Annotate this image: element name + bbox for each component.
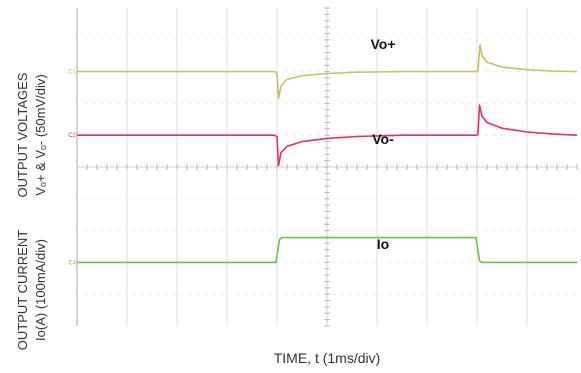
channel-marker: C2 xyxy=(68,133,76,139)
y-label-current-line1: OUTPUT CURRENT xyxy=(15,230,30,350)
x-axis-label: TIME, t (1ms/div) xyxy=(274,350,381,366)
y-label-voltage-line2: Vₒ+ & Vₒ- (50mV/div) xyxy=(33,74,48,195)
annotation-label: Vo- xyxy=(372,131,394,147)
trace-annotations: Vo+ Vo- Io xyxy=(370,36,395,252)
channel-markers: C1 C2 C4 xyxy=(68,70,76,267)
scope-traces xyxy=(77,43,578,264)
trace-vo--0 xyxy=(77,43,578,100)
channel-marker: C4 xyxy=(68,260,76,266)
y-label-voltage-line1: OUTPUT VOLTAGES xyxy=(15,72,30,197)
scope-grid xyxy=(76,7,578,327)
y-label-current-line2: Io(A) (100mA/div) xyxy=(33,239,48,341)
annotation-label: Io xyxy=(377,236,389,252)
trace-io-2 xyxy=(77,236,577,264)
channel-marker: C1 xyxy=(68,70,76,76)
annotation-label: Vo+ xyxy=(370,36,395,52)
trace-vo--1 xyxy=(77,104,578,167)
